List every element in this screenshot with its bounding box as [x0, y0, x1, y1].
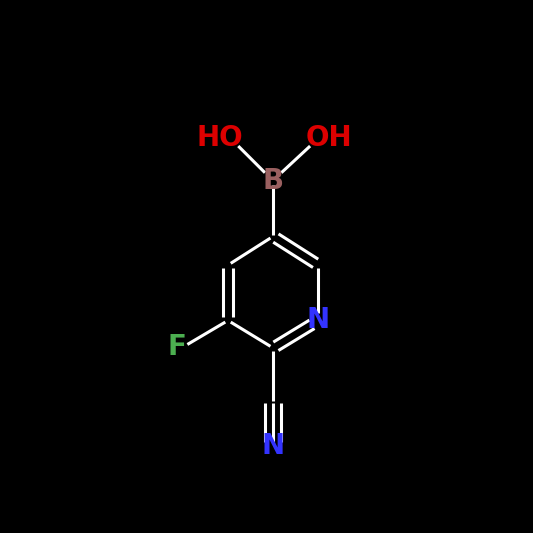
Text: B: B [263, 167, 284, 195]
Text: N: N [262, 432, 285, 461]
Text: HO: HO [197, 124, 243, 152]
Text: N: N [307, 306, 330, 335]
Text: OH: OH [305, 124, 352, 152]
Text: F: F [167, 333, 186, 361]
